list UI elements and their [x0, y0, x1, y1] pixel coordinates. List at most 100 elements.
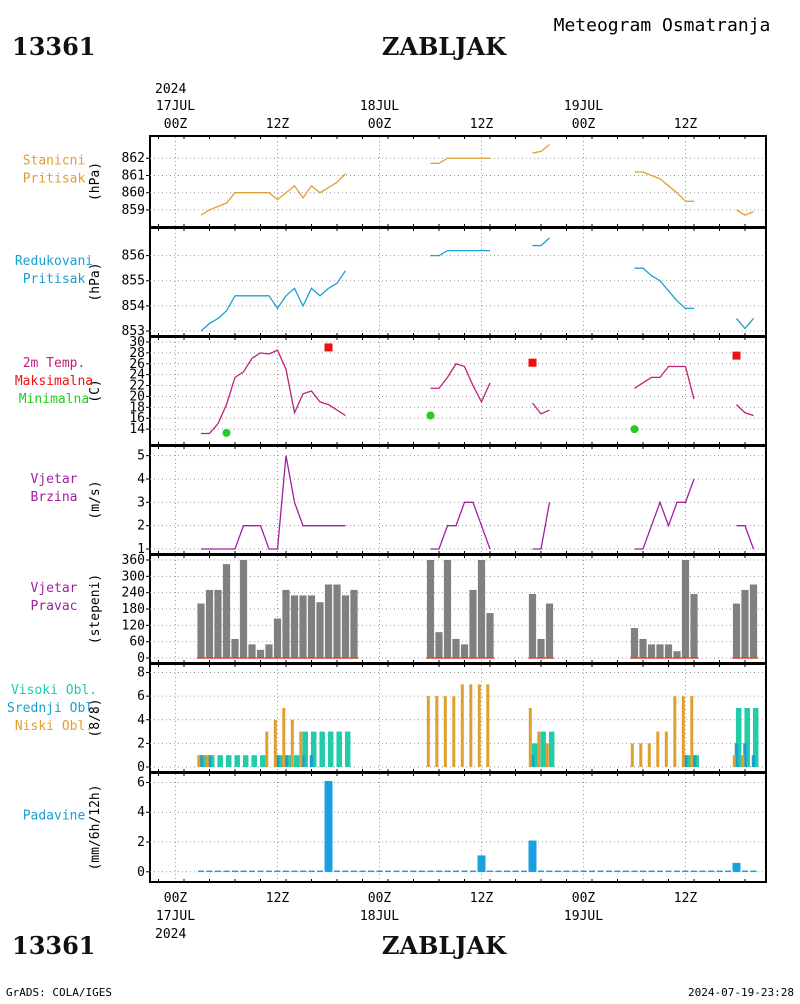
cloud-bar [344, 731, 351, 767]
y-tick-label: 5 [137, 449, 145, 464]
cloud-bar [299, 731, 303, 767]
y-axis-label: (mm/6h/12h) [88, 784, 103, 870]
cloud-bar [664, 731, 668, 767]
panel-frame [149, 227, 767, 337]
direction-bar [290, 595, 299, 658]
top-date-label: 19JUL [564, 99, 603, 114]
panel-data [197, 684, 759, 767]
panels: 859860861862(hPa)StanicniPritisak8538548… [7, 135, 767, 883]
top-hour-label: 12Z [470, 117, 494, 132]
y-tick-label: 4 [137, 805, 145, 820]
y-tick-label: 0 [137, 865, 145, 880]
y-tick-label: 860 [122, 186, 145, 201]
y-axis-label: (stepeni) [88, 574, 103, 644]
y-axis-label: (C) [88, 379, 103, 402]
y-tick-label: 2 [137, 835, 145, 850]
direction-bar [477, 560, 486, 658]
panel-label: Brzina [31, 490, 78, 505]
min-temp-point [630, 425, 639, 434]
series-line [430, 501, 491, 550]
min-temp-point [426, 411, 435, 420]
series-line [634, 478, 695, 550]
direction-bar [741, 589, 749, 658]
y-tick-label: 22 [129, 379, 145, 394]
y-tick-label: 859 [122, 203, 145, 218]
panel-7: 0 2 4 6 (mm/6h/12h)Padavine [23, 772, 767, 883]
panel-frame [149, 445, 767, 555]
direction-bar [333, 584, 341, 658]
y-tick-label: 8 [137, 666, 145, 681]
panel-data [196, 560, 758, 659]
direction-bar [732, 603, 741, 658]
direction-bar [656, 644, 664, 658]
direction-bar [239, 560, 248, 658]
series-line [532, 237, 550, 247]
panel-frame [149, 772, 767, 883]
y-tick-label: 855 [122, 274, 145, 289]
bottom-year: 2024 [155, 927, 186, 942]
series-line [634, 365, 695, 400]
series-line [531, 402, 550, 415]
bottom-time-axis: 00Z 17JUL 12Z 00Z 18JUL 12Z 00Z 19JUL 12Z [156, 891, 697, 924]
panel-label: Maksimalna [15, 374, 93, 389]
direction-bar [265, 644, 273, 658]
y-tick-label: 30 [129, 335, 145, 350]
cloud-bar [477, 684, 481, 767]
cloud-bar [647, 743, 651, 767]
station-name-bottom: ZABLJAK [382, 931, 507, 960]
cloud-bar [259, 755, 266, 767]
direction-bar [749, 584, 758, 658]
cloud-bar [319, 731, 325, 767]
y-tick-label: 861 [122, 168, 145, 183]
cloud-bar [293, 755, 300, 767]
bottom-date-label: 17JUL [156, 909, 195, 924]
y-tick-label: 0 [137, 651, 145, 666]
cloud-bar [273, 719, 277, 767]
panel-data [201, 455, 755, 550]
cloud-bar [751, 755, 756, 767]
cloud-bar [530, 755, 535, 767]
cloud-bar [242, 755, 249, 767]
cloud-bar [443, 696, 447, 767]
station-id-bottom: 13361 [12, 931, 96, 960]
bottom-hour-label: 12Z [470, 891, 494, 906]
panel-label: Srednji Obl. [7, 701, 101, 716]
y-tick-label: 26 [129, 357, 145, 372]
cloud-bar [537, 731, 541, 767]
panel-data [198, 780, 757, 873]
direction-bar [273, 618, 282, 658]
direction-bar [486, 613, 494, 658]
bottom-hour-label: 12Z [674, 891, 698, 906]
bottom-date-label: 19JUL [564, 909, 603, 924]
bottom-hour-label: 00Z [164, 891, 188, 906]
y-tick-label: 14 [129, 422, 145, 437]
cloud-bar [301, 755, 305, 767]
cloud-bar [735, 707, 742, 767]
min-temp-point [222, 428, 231, 437]
direction-bar [341, 595, 350, 658]
precip-bar [324, 780, 333, 872]
cloud-bar [531, 743, 538, 767]
top-hour-label: 00Z [164, 117, 188, 132]
series-line [532, 502, 551, 550]
panel-label: Vjetar [31, 472, 78, 487]
cloud-bar [743, 743, 747, 767]
y-axis-label: (m/s) [88, 480, 103, 519]
cloud-bar [528, 707, 532, 767]
direction-bar [324, 584, 333, 658]
cloud-bar [217, 755, 223, 767]
cloud-bar [200, 755, 206, 767]
cloud-bar [540, 731, 546, 767]
panel-4: 1 2 3 4 5 (m/s) Vjetar Brzina [31, 445, 767, 557]
y-tick-label: 300 [122, 569, 145, 584]
y-tick-label: 18 [129, 400, 145, 415]
cloud-bar [692, 755, 696, 767]
cloud-bar [205, 755, 209, 767]
series-line [430, 363, 491, 404]
cloud-bar [290, 719, 294, 767]
cloud-bar [469, 684, 473, 767]
bottom-hour-label: 00Z [368, 891, 392, 906]
chart-title: Meteogram Osmatranja [554, 15, 771, 36]
